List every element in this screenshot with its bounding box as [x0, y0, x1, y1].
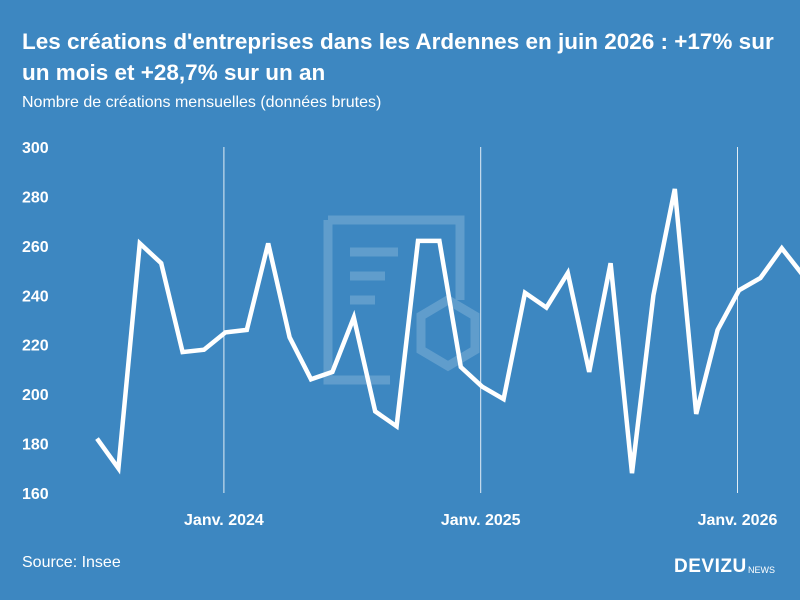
y-tick-label: 240	[22, 288, 49, 305]
y-tick-label: 300	[22, 140, 49, 157]
y-tick-label: 160	[22, 486, 49, 503]
brand-suffix: NEWS	[748, 565, 775, 575]
x-tick-label: Janv. 2026	[698, 512, 778, 529]
y-tick-label: 180	[22, 437, 49, 454]
y-tick-label: 200	[22, 387, 49, 404]
grid-lines	[223, 147, 738, 493]
watermark-document-icon	[323, 215, 480, 385]
series-line	[95, 188, 800, 475]
data-points	[95, 187, 800, 475]
y-axis: 160 180 200 220 240 260 280 300	[22, 140, 49, 503]
chart-subtitle: Nombre de créations mensuelles (données …	[22, 94, 382, 111]
chart-title: Les créations d'entreprises dans les Ard…	[22, 29, 774, 85]
x-tick-label: Janv. 2025	[441, 512, 521, 529]
brand-logo: DEVIZU	[674, 556, 747, 577]
source-note: Source: Insee	[22, 554, 121, 571]
y-tick-label: 220	[22, 338, 49, 355]
x-tick-label: Janv. 2024	[184, 512, 264, 529]
y-tick-label: 280	[22, 189, 49, 206]
x-axis: Janv. 2024 Janv. 2025 Janv. 2026	[184, 512, 777, 529]
y-tick-label: 260	[22, 239, 49, 256]
